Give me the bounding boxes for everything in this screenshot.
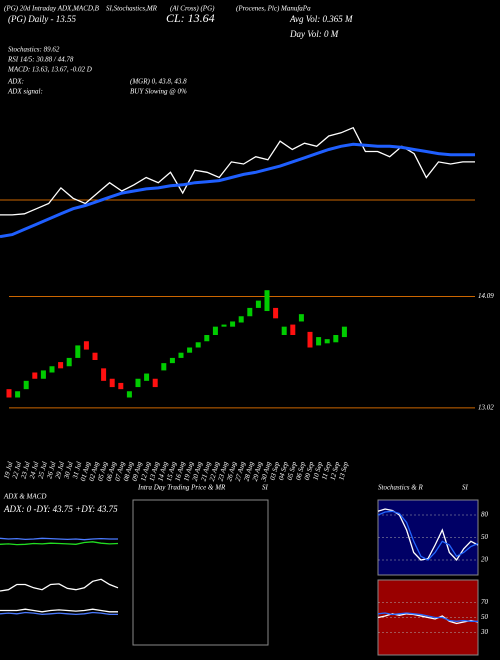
candle-body — [58, 362, 64, 369]
candle-body — [75, 345, 81, 358]
y-tick-label: 50 — [481, 613, 489, 621]
avg-volume: Avg Vol: 0.365 M — [289, 14, 353, 24]
panel-frame — [132, 499, 269, 646]
header-text: (Procenes, Plc) ManufaPa — [236, 5, 311, 13]
candle-body — [290, 324, 296, 335]
candle-body — [6, 389, 12, 398]
candle-body — [195, 342, 201, 348]
candle-body — [83, 341, 89, 350]
panel-title: Stochastics & R — [378, 484, 423, 492]
indicator-text: (MGR) 0, 43.8, 43.8 — [130, 78, 187, 86]
series-line — [0, 537, 118, 541]
candle-body — [273, 307, 279, 319]
candle-body — [101, 368, 107, 381]
series-line — [0, 142, 475, 239]
indicator-text: ADX: — [7, 78, 24, 86]
series-line — [0, 611, 118, 616]
candle-body — [341, 326, 347, 338]
candle-body — [333, 335, 339, 343]
indicator-text: BUY Slowing @ 0% — [130, 88, 187, 96]
candle-body — [66, 357, 72, 367]
header-text: (PG) 20d Intraday ADX,MACD,B — [4, 5, 100, 13]
series-line — [0, 541, 119, 546]
y-tick-label: 13.02 — [478, 404, 494, 412]
candle-body — [307, 331, 313, 348]
daily-price: (PG) Daily - 13.55 — [8, 14, 76, 24]
candle-body — [238, 316, 244, 323]
series-line — [0, 578, 119, 592]
candle-body — [264, 290, 270, 312]
candle-body — [15, 391, 21, 398]
candle-body — [126, 391, 132, 398]
candle-body — [109, 378, 115, 388]
series-line — [377, 612, 478, 622]
header-text: SI,Stochastics,MR — [106, 5, 158, 13]
candle-body — [144, 373, 150, 381]
y-tick-label: 80 — [481, 511, 489, 519]
series-line — [0, 126, 475, 216]
candle-body — [32, 372, 38, 379]
y-tick-label: 70 — [481, 598, 489, 606]
candle-body — [169, 357, 175, 364]
candle-body — [187, 347, 193, 353]
y-tick-label: 14.09 — [478, 292, 494, 300]
candle-body — [204, 335, 210, 342]
y-tick-label: 50 — [481, 533, 489, 541]
candle-body — [255, 300, 261, 308]
indicator-text: RSI 14/5: 30.88 / 44.78 — [7, 56, 74, 64]
candle-body — [23, 380, 29, 390]
panel-title: SI — [462, 484, 469, 492]
y-tick-label: 20 — [481, 556, 489, 564]
candle-body — [247, 307, 253, 317]
panel-title: Intra Day Trading Price & MR — [137, 484, 226, 492]
candle-body — [281, 326, 287, 335]
day-volume: Day Vol: 0 M — [289, 29, 339, 39]
close-price: CL: 13.64 — [166, 11, 215, 25]
indicator-text: MACD: 13.63, 13.67, -0.02 D — [7, 66, 92, 74]
candle-body — [324, 339, 330, 344]
candle-body — [152, 378, 158, 388]
candle-body — [92, 352, 98, 360]
candle-body — [221, 324, 227, 327]
panel-title: SI — [262, 484, 269, 492]
candle-body — [135, 378, 141, 388]
series-line — [0, 608, 118, 613]
header-text: (Al Cross) (PG) — [170, 5, 215, 13]
candle-body — [49, 366, 55, 373]
y-tick-label: 30 — [480, 628, 489, 636]
indicator-text: ADX signal: — [7, 88, 43, 96]
candle-body — [118, 382, 124, 390]
candle-body — [178, 352, 184, 358]
indicator-text: Stochastics: 89.62 — [8, 46, 60, 54]
candle-body — [316, 337, 322, 346]
candle-body — [298, 314, 304, 322]
candle-body — [40, 370, 46, 379]
candle-body — [161, 363, 167, 371]
panel-subtitle: ADX: 0 -DY: 43.75 +DY: 43.75 — [3, 504, 118, 514]
candle-body — [212, 326, 218, 335]
panel-title: ADX & MACD — [3, 493, 46, 501]
candle-body — [230, 321, 236, 327]
series-line — [377, 510, 479, 561]
